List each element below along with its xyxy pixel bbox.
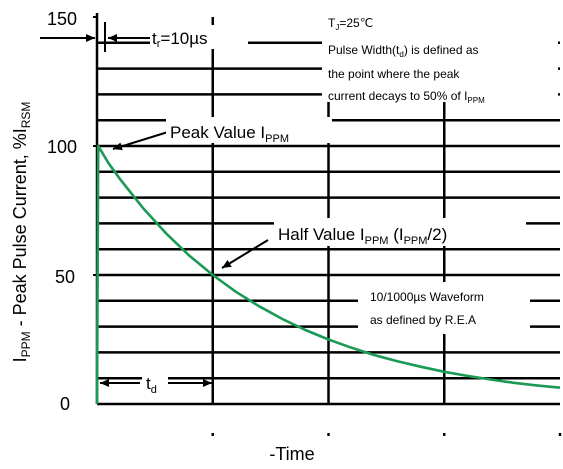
peak-value-arrow xyxy=(112,131,169,151)
note-line-2: the point where the peak xyxy=(328,67,460,81)
x-tick-mark-1000 xyxy=(211,433,214,436)
half-value-arrow xyxy=(221,239,269,269)
waveform-note: 10/1000µs Waveform as defined by R.E.A xyxy=(358,282,530,334)
y-axis-title: IPPM - Peak Pulse Current, %IRSM xyxy=(10,102,33,363)
pulse-width-note: TJ=25℃ Pulse Width(td) is defined as the… xyxy=(322,8,558,105)
waveform-note-line-2: as defined by R.E.A xyxy=(370,313,476,327)
note-tj: TJ=25℃ xyxy=(328,16,373,32)
rise-time-annotation: tr=10µs xyxy=(40,22,248,52)
y-tick-labels: 150 100 50 0 xyxy=(47,9,77,414)
pulse-width-label: td xyxy=(146,374,157,396)
x-tick-mark-3000 xyxy=(443,433,446,436)
pulse-width-annotation: td xyxy=(100,371,212,397)
series-points xyxy=(96,145,561,405)
rise-time-label: tr=10µs xyxy=(152,29,208,50)
x-axis-title: -Time xyxy=(269,444,314,464)
y-tick-label-100: 100 xyxy=(47,137,77,157)
x-tick-mark-2000 xyxy=(327,433,330,436)
y-tick-label-150: 150 xyxy=(47,9,77,29)
half-value-annotation: Half Value IPPM (IPPM/2) xyxy=(221,218,526,269)
waveform-note-line-1: 10/1000µs Waveform xyxy=(370,290,484,304)
peak-value-annotation: Peak Value IPPM xyxy=(112,117,332,151)
x-tick-mark-4000 xyxy=(558,433,562,436)
peak-value-label: Peak Value IPPM xyxy=(170,123,289,145)
note-line-3: current decays to 50% of IPPM xyxy=(328,89,485,105)
note-line-1: Pulse Width(td) is defined as xyxy=(328,43,479,59)
y-tick-label-50: 50 xyxy=(55,267,75,287)
y-tick-label-0: 0 xyxy=(60,394,70,414)
